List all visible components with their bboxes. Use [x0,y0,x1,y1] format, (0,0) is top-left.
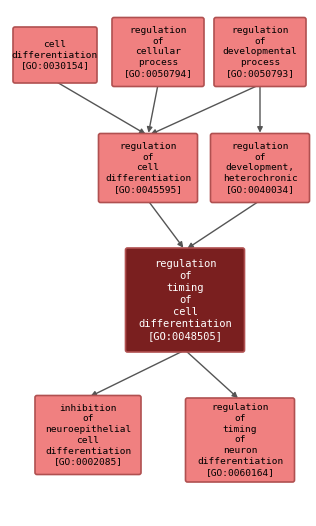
FancyBboxPatch shape [112,17,204,86]
Text: inhibition
of
neuroepithelial
cell
differentiation
[GO:0002085]: inhibition of neuroepithelial cell diffe… [45,403,131,467]
Text: regulation
of
development,
heterochronic
[GO:0040034]: regulation of development, heterochronic… [223,142,297,194]
Text: regulation
of
cell
differentiation
[GO:0045595]: regulation of cell differentiation [GO:0… [105,142,191,194]
FancyBboxPatch shape [185,398,295,482]
FancyBboxPatch shape [13,27,97,83]
FancyBboxPatch shape [210,134,309,203]
FancyBboxPatch shape [35,396,141,474]
FancyBboxPatch shape [99,134,198,203]
Text: cell
differentiation
[GO:0030154]: cell differentiation [GO:0030154] [12,40,98,70]
Text: regulation
of
timing
of
neuron
differentiation
[GO:0060164]: regulation of timing of neuron different… [197,403,283,477]
Text: regulation
of
timing
of
cell
differentiation
[GO:0048505]: regulation of timing of cell differentia… [138,259,232,341]
Text: regulation
of
cellular
process
[GO:0050794]: regulation of cellular process [GO:00507… [124,26,192,78]
FancyBboxPatch shape [125,248,245,352]
FancyBboxPatch shape [214,17,306,86]
Text: regulation
of
developmental
process
[GO:0050793]: regulation of developmental process [GO:… [223,26,297,78]
